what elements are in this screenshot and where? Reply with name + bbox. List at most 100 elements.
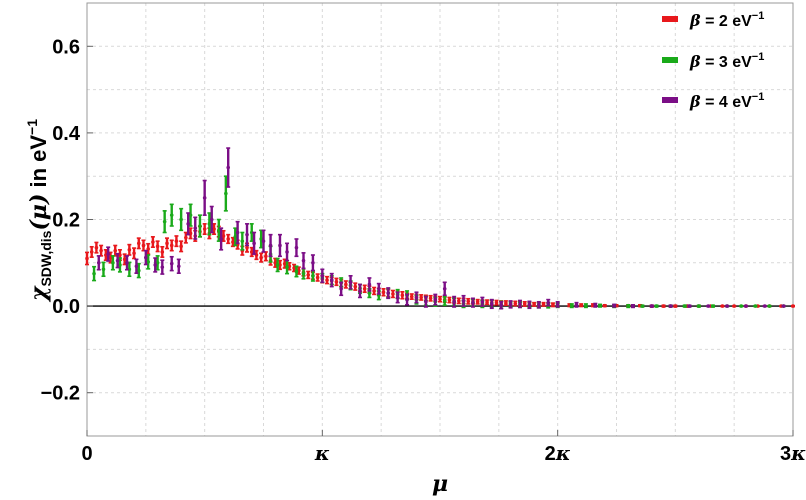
data-point xyxy=(127,243,132,256)
data-point xyxy=(202,223,207,236)
data-point xyxy=(687,304,692,308)
point-marker xyxy=(94,245,99,250)
point-marker xyxy=(169,213,174,217)
data-point xyxy=(160,259,165,275)
x-tick-label: 0 xyxy=(81,443,92,465)
x-axis-title: μ xyxy=(432,471,448,497)
data-point xyxy=(169,255,174,272)
point-marker xyxy=(457,299,461,303)
point-marker xyxy=(377,286,381,291)
data-point xyxy=(612,303,617,308)
data-point xyxy=(522,300,527,307)
point-marker xyxy=(353,284,358,289)
point-marker xyxy=(285,265,289,269)
point-marker xyxy=(125,261,129,265)
data-point xyxy=(179,240,184,253)
point-marker xyxy=(725,304,729,308)
point-marker xyxy=(668,304,673,308)
point-marker xyxy=(428,296,433,301)
point-marker xyxy=(732,304,736,308)
data-point xyxy=(165,237,170,250)
point-marker xyxy=(499,303,503,308)
point-marker xyxy=(522,302,527,306)
point-marker xyxy=(325,278,329,282)
legend: β = 2 eV−1 β = 3 eV−1 β = 4 eV−1 xyxy=(662,10,764,111)
data-point xyxy=(649,304,654,308)
legend-label: β = 3 eV−1 xyxy=(689,51,764,71)
point-marker xyxy=(92,271,96,276)
point-marker xyxy=(85,256,89,261)
data-point xyxy=(508,300,513,309)
x-tick-label: 3κ xyxy=(780,441,806,465)
data-point xyxy=(640,304,645,308)
data-point xyxy=(767,304,772,308)
point-marker xyxy=(285,250,289,254)
data-point xyxy=(219,227,224,251)
data-point xyxy=(668,304,673,308)
point-marker xyxy=(344,282,348,287)
data-point xyxy=(602,303,607,308)
point-marker xyxy=(367,282,372,287)
point-marker xyxy=(153,263,158,267)
point-marker xyxy=(136,268,141,273)
point-marker xyxy=(219,237,223,241)
point-marker xyxy=(362,286,367,291)
point-marker xyxy=(315,275,320,280)
point-marker xyxy=(155,244,160,249)
data-point xyxy=(536,300,541,309)
point-marker xyxy=(179,217,183,222)
data-point xyxy=(197,214,202,238)
point-marker xyxy=(249,230,254,235)
data-point xyxy=(226,233,231,245)
point-marker xyxy=(169,243,174,248)
point-marker xyxy=(292,266,296,270)
data-point xyxy=(209,205,214,234)
data-point xyxy=(162,210,167,234)
data-point xyxy=(202,179,207,216)
point-marker xyxy=(598,303,602,308)
point-marker xyxy=(433,297,438,302)
point-marker xyxy=(438,297,442,301)
data-point xyxy=(395,291,400,304)
point-marker xyxy=(414,295,419,300)
point-marker xyxy=(527,303,532,307)
point-marker xyxy=(169,261,174,266)
data-point xyxy=(470,297,475,308)
data-point xyxy=(136,237,141,250)
point-marker xyxy=(301,258,306,263)
data-point xyxy=(682,304,687,308)
data-point xyxy=(141,239,146,252)
data-point xyxy=(475,298,480,305)
point-marker xyxy=(762,304,767,308)
data-point xyxy=(226,147,231,188)
data-point xyxy=(96,255,101,271)
point-marker xyxy=(461,299,466,303)
point-marker xyxy=(334,280,339,284)
point-marker xyxy=(122,257,127,262)
data-point xyxy=(301,252,306,270)
point-marker xyxy=(282,261,287,266)
point-marker xyxy=(294,269,299,274)
point-marker xyxy=(261,239,266,243)
point-marker xyxy=(631,304,635,308)
y-tick-label: 0.2 xyxy=(52,210,80,232)
data-point xyxy=(400,291,405,300)
point-marker xyxy=(202,227,207,231)
point-marker xyxy=(226,165,230,170)
point-marker xyxy=(231,240,235,244)
point-marker xyxy=(687,304,692,308)
y-tick-label: −0.2 xyxy=(41,383,80,405)
point-marker xyxy=(386,291,391,295)
point-marker xyxy=(235,230,240,235)
data-point xyxy=(169,239,174,252)
data-point xyxy=(433,293,438,306)
data-point xyxy=(630,304,635,309)
point-marker xyxy=(602,303,607,308)
data-point xyxy=(372,286,377,296)
point-marker xyxy=(278,243,282,248)
data-point xyxy=(466,297,471,305)
data-point xyxy=(176,258,181,274)
data-point xyxy=(710,304,715,308)
data-point xyxy=(461,294,466,307)
